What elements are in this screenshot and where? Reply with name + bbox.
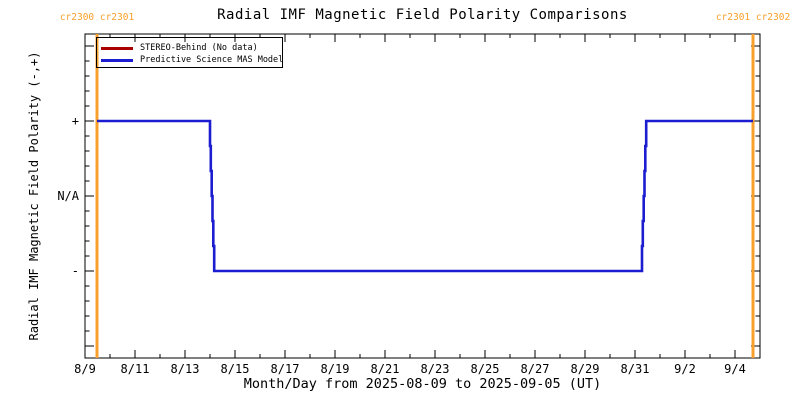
y-axis-tick-label: +	[72, 114, 79, 128]
legend-label-stereo: STEREO-Behind (No data)	[140, 43, 258, 53]
chart-title: Radial IMF Magnetic Field Polarity Compa…	[217, 7, 628, 23]
x-axis-tick-label: 8/23	[421, 362, 450, 376]
mas-model-polarity-line	[97, 119, 753, 273]
x-axis-tick-label: 8/17	[271, 362, 300, 376]
legend-box: STEREO-Behind (No data) Predictive Scien…	[96, 37, 283, 68]
x-axis-label: Month/Day from 2025-08-09 to 2025-09-05 …	[243, 376, 602, 392]
x-axis-tick-label: 9/2	[674, 362, 696, 376]
x-axis-tick-label: 8/29	[571, 362, 600, 376]
x-axis-tick-label: 8/27	[521, 362, 550, 376]
x-axis-tick-label: 8/25	[471, 362, 500, 376]
legend-line-sample-stereo	[101, 46, 133, 50]
legend-item-stereo: STEREO-Behind (No data)	[97, 42, 282, 54]
x-axis-tick-label: 8/31	[621, 362, 650, 376]
x-axis-tick-label: 8/9	[74, 362, 96, 376]
x-axis-tick-label: 8/13	[171, 362, 200, 376]
x-axis-tick-label: 9/4	[724, 362, 746, 376]
carrington-rotation-label-left: cr2300 cr2301	[59, 12, 135, 23]
legend-label-mas: Predictive Science MAS Model	[140, 55, 284, 65]
x-axis-tick-label: 8/11	[121, 362, 150, 376]
y-axis-tick-label: N/A	[57, 189, 79, 203]
x-axis-tick-label: 8/19	[321, 362, 350, 376]
plot-frame	[84, 33, 761, 359]
x-axis-tick-label: 8/15	[221, 362, 250, 376]
y-axis-label: Radial IMF Magnetic Field Polarity (-,+)	[27, 51, 41, 341]
x-axis-tick-label: 8/21	[371, 362, 400, 376]
legend-line-sample-mas	[101, 58, 133, 62]
y-axis-tick-label: -	[72, 264, 79, 278]
legend-item-mas: Predictive Science MAS Model	[97, 54, 284, 66]
carrington-rotation-label-right: cr2301 cr2302	[715, 12, 791, 23]
